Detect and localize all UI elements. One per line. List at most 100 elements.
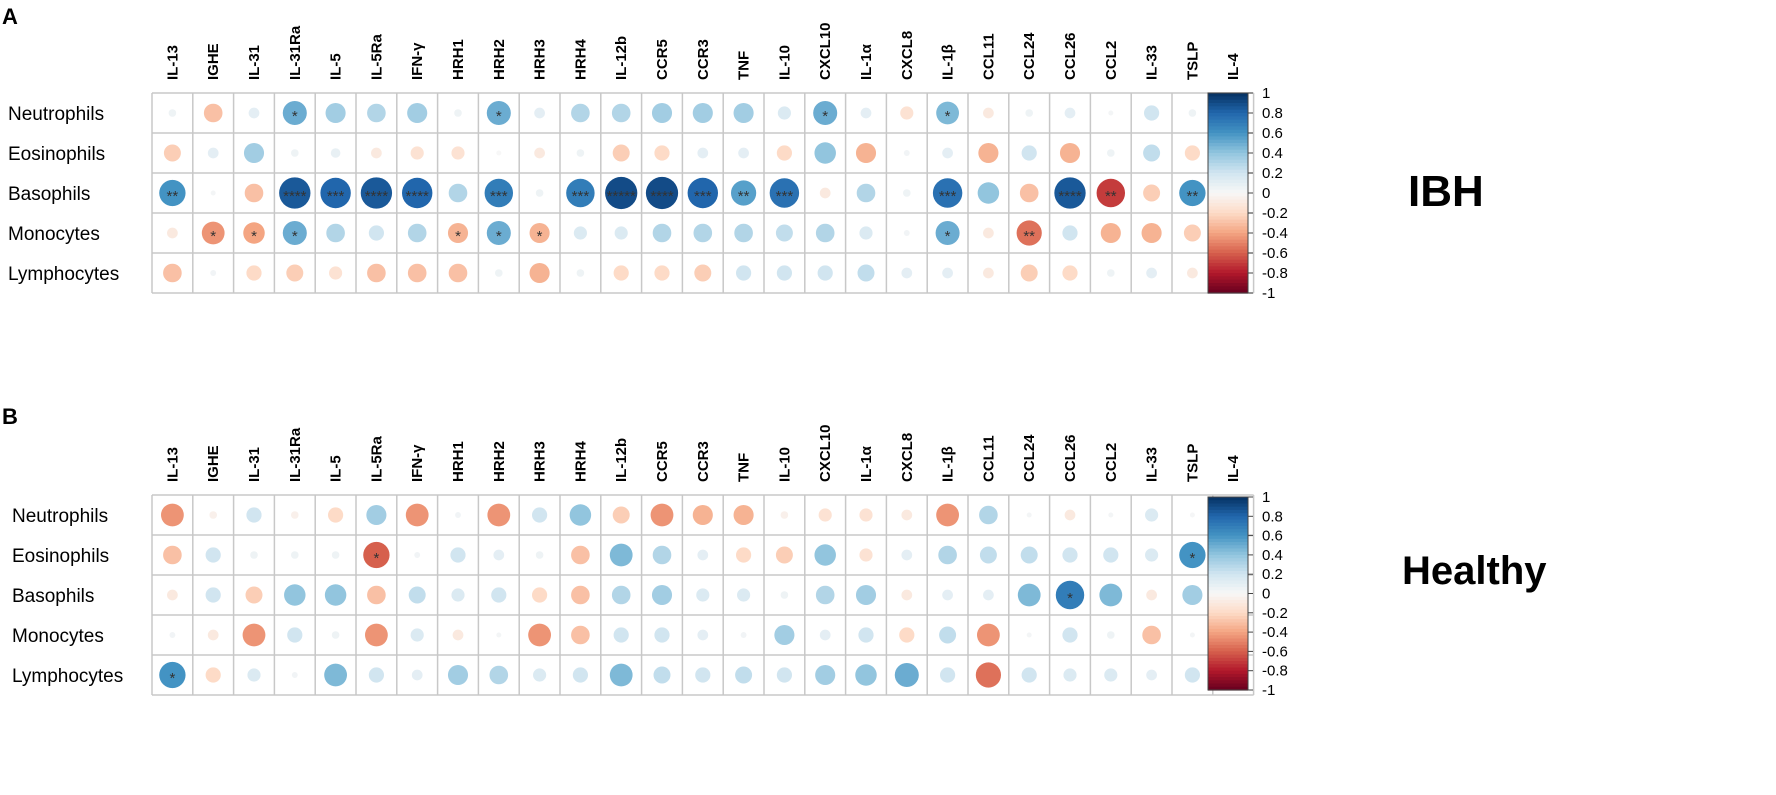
colorbar-band <box>1208 683 1248 688</box>
correlation-dot <box>857 264 875 282</box>
correlation-dot <box>983 227 994 239</box>
correlation-dot <box>1017 583 1041 607</box>
colorbar-band <box>1208 606 1248 611</box>
correlation-dot <box>571 625 590 645</box>
colorbar-tick-label: -0.6 <box>1262 643 1288 660</box>
significance-marker: ** <box>738 188 750 205</box>
correlation-dot <box>366 504 387 526</box>
colorbar-band <box>1208 570 1248 575</box>
correlation-dot <box>244 183 264 203</box>
correlation-dot <box>855 664 877 686</box>
significance-marker: *** <box>776 188 794 205</box>
correlation-dot <box>407 263 427 283</box>
significance-marker: * <box>945 228 951 245</box>
correlation-dot <box>163 263 182 283</box>
correlation-dot <box>167 227 178 239</box>
column-label: HRH3 <box>532 39 549 80</box>
colorbar-band <box>1208 199 1248 204</box>
column-label: TNF <box>736 453 753 482</box>
correlation-dot <box>327 507 344 523</box>
correlation-dot <box>167 589 178 601</box>
significance-marker: *** <box>694 188 712 205</box>
correlation-dot <box>735 547 752 563</box>
correlation-dot <box>939 667 956 683</box>
correlation-dot <box>250 551 258 559</box>
correlation-dot <box>613 265 629 281</box>
colorbar-band <box>1208 503 1248 508</box>
column-label: IL-5 <box>328 455 345 482</box>
correlation-dot <box>1106 149 1115 157</box>
column-label: CCL11 <box>980 435 997 482</box>
significance-marker: **** <box>365 188 389 205</box>
colorbar-band <box>1208 233 1248 237</box>
correlation-dot <box>486 220 511 246</box>
colorbar-band <box>1208 513 1248 517</box>
correlation-dot <box>242 623 266 647</box>
colorbar-band <box>1208 657 1248 662</box>
column-label: IL-1β <box>940 44 957 80</box>
colorbar-band <box>1208 497 1248 501</box>
correlation-dot <box>740 632 747 638</box>
colorbar-band <box>1208 538 1248 543</box>
correlation-dot <box>775 546 793 564</box>
column-label: IL-33 <box>1144 45 1161 80</box>
colorbar-tick-label: -0.6 <box>1262 245 1288 262</box>
colorbar-band <box>1208 587 1248 591</box>
correlation-dot <box>168 109 177 117</box>
correlation-dot <box>203 103 223 123</box>
column-label: HRH1 <box>450 39 467 80</box>
colorbar-band <box>1208 529 1248 533</box>
colorbar-band <box>1208 216 1248 221</box>
correlation-dot <box>284 584 306 606</box>
correlation-dot <box>207 629 219 641</box>
colorbar-band <box>1208 625 1248 630</box>
significance-marker: *** <box>327 188 345 205</box>
correlation-dot <box>279 177 311 209</box>
colorbar-band <box>1208 209 1248 214</box>
colorbar-band <box>1208 173 1248 177</box>
significance-marker: **** <box>650 188 674 205</box>
correlation-dot <box>330 148 341 158</box>
correlation-dot <box>609 543 633 567</box>
correlation-dot <box>491 587 507 603</box>
colorbar-band <box>1208 189 1248 194</box>
colorbar-tick-label: 0.8 <box>1262 105 1283 122</box>
column-label: IL-31Ra <box>287 25 304 80</box>
colorbar-band <box>1208 542 1248 546</box>
correlation-dot <box>367 263 386 283</box>
colorbar-band <box>1208 564 1248 569</box>
colorbar-band <box>1208 580 1248 585</box>
column-label: CCR5 <box>654 39 671 80</box>
colorbar-tick-label: -1 <box>1262 285 1275 302</box>
correlation-dot <box>939 626 957 644</box>
correlation-dot <box>163 144 181 162</box>
correlation-dot <box>1183 224 1201 242</box>
panel-b-healthy: B IL-13 IGHE IL-31 IL-31Ra IL-5 IL-5Ra IFN-γ HRH… <box>2 404 1547 699</box>
column-label: IFN-γ <box>409 42 426 80</box>
correlation-dot <box>535 551 544 559</box>
colorbar-band <box>1208 577 1248 582</box>
colorbar-band <box>1208 103 1248 107</box>
colorbar-band <box>1208 119 1248 124</box>
correlation-dot <box>813 100 838 126</box>
column-label: IL-12b <box>613 36 630 80</box>
colorbar-band <box>1208 612 1248 617</box>
column-label: CCL24 <box>1021 32 1038 80</box>
correlation-dot <box>976 623 1000 647</box>
correlation-dot <box>814 544 836 566</box>
correlation-dot <box>410 146 424 160</box>
correlation-dot <box>979 505 998 525</box>
colorbar-band <box>1208 246 1248 251</box>
colorbar-tick-label: -0.4 <box>1262 624 1288 641</box>
correlation-dot <box>819 629 831 641</box>
correlation-dot <box>486 100 511 126</box>
colorbar-band <box>1208 219 1248 224</box>
colorbar-band <box>1208 599 1248 604</box>
row-label: Monocytes <box>8 224 100 245</box>
column-label: HRH1 <box>450 441 467 482</box>
colorbar-band <box>1208 253 1248 257</box>
correlation-dot <box>738 147 749 159</box>
correlation-dot <box>815 223 835 243</box>
correlation-dot <box>611 585 631 605</box>
correlation-dot <box>529 222 550 244</box>
